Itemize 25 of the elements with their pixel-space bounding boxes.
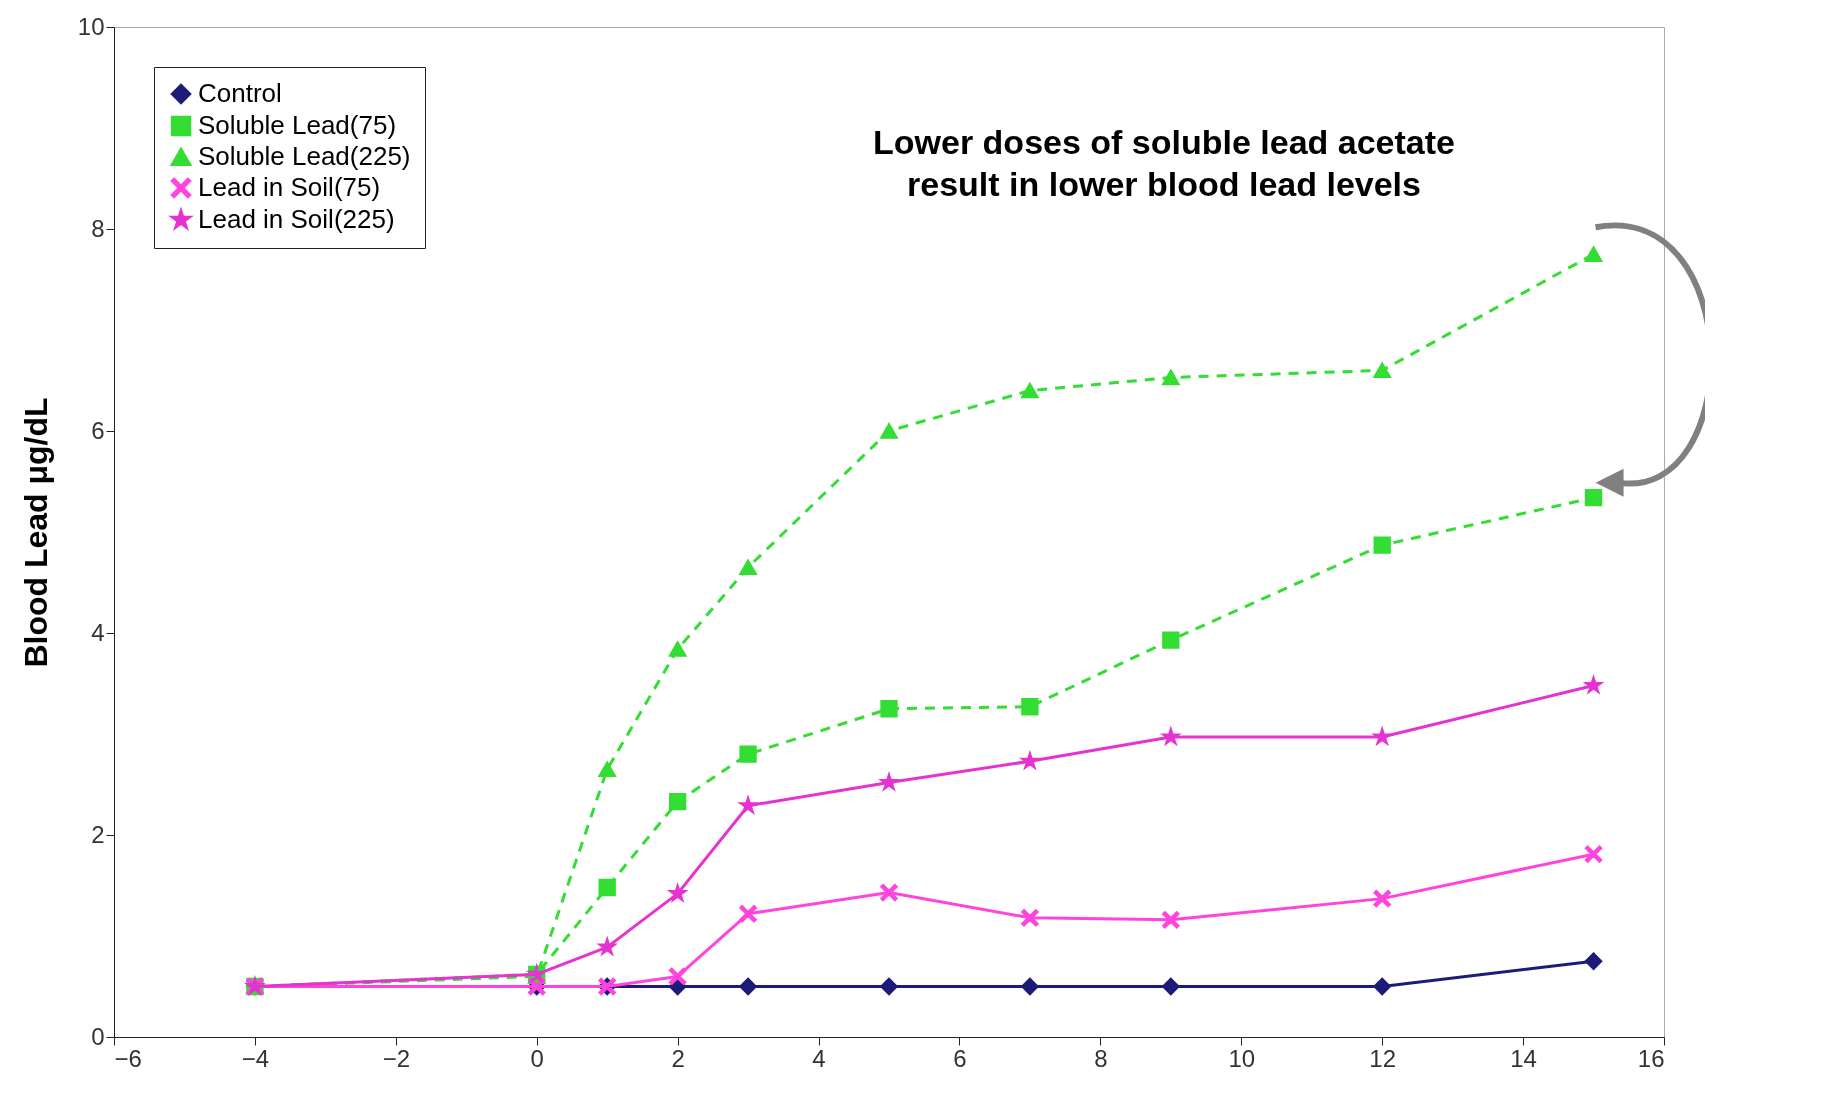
x-tick-label: 6: [953, 1044, 967, 1072]
y-axis-title: Blood Lead μg/dL: [17, 397, 54, 668]
x-tick-label: 14: [1510, 1044, 1537, 1072]
legend-label: Soluble Lead(225): [198, 141, 411, 171]
y-tick-label: 6: [91, 416, 105, 444]
legend-label: Lead in Soil(225): [198, 204, 395, 234]
legend-label: Soluble Lead(75): [198, 110, 397, 140]
x-tick-label: 0: [530, 1044, 544, 1072]
x-tick-label: −2: [382, 1044, 411, 1072]
x-tick-label: 12: [1369, 1044, 1397, 1072]
x-tick-label: 10: [1228, 1044, 1256, 1072]
x-tick-label: 16: [1637, 1044, 1665, 1072]
y-tick-label: 10: [77, 12, 105, 40]
y-tick-label: 4: [91, 618, 105, 646]
annotation: Lower doses of soluble lead acetate result in lower blood lead levels: [873, 123, 1455, 203]
x-tick-label: −4: [241, 1044, 270, 1072]
x-tick-label: 8: [1094, 1044, 1108, 1072]
x-tick-label: 4: [812, 1044, 826, 1072]
y-tick-label: 8: [91, 214, 105, 242]
x-tick-label: 2: [671, 1044, 685, 1072]
y-tick-label: 0: [91, 1022, 105, 1050]
legend-label: Lead in Soil(75): [198, 172, 381, 202]
legend-label: Control: [198, 78, 282, 108]
y-tick-label: 2: [91, 820, 105, 848]
x-tick-label: −6: [114, 1044, 142, 1072]
